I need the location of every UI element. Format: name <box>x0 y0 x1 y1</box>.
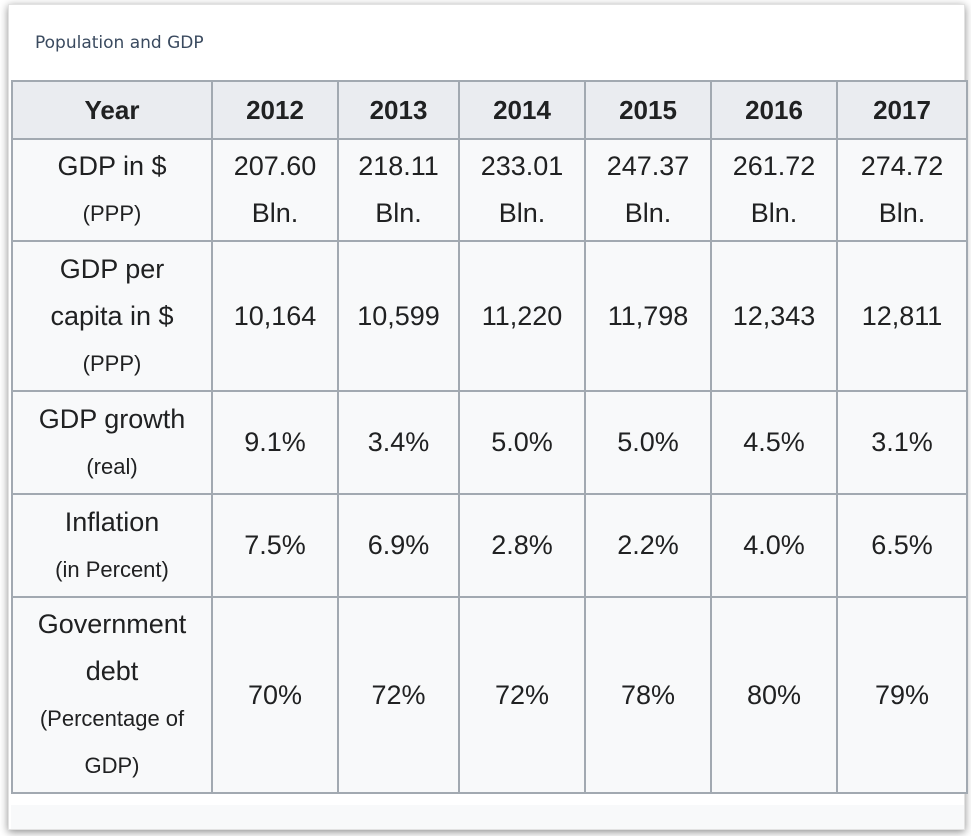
row-label: debt <box>85 656 139 686</box>
table-cell: 6.5% <box>836 493 968 598</box>
table-footer-spacer <box>11 805 964 829</box>
table-cell: 79% <box>836 596 968 794</box>
table-cell: 72% <box>458 596 586 794</box>
table-cell: 72% <box>337 596 460 794</box>
cell-value: 274.72 <box>860 151 944 181</box>
gdp-table: Year 2012 2013 2014 2015 2016 2017 GDP i… <box>11 80 968 794</box>
table-cell: 6.9% <box>337 493 460 598</box>
row-sublabel: (PPP) <box>82 201 142 226</box>
table-row: Inflation (in Percent) 7.5% 6.9% 2.8% 2.… <box>11 493 968 598</box>
cell-unit: Bln. <box>251 198 299 228</box>
row-label: GDP per <box>59 253 165 284</box>
table-cell: 3.4% <box>337 390 460 495</box>
header-cell-year: Year <box>11 80 213 140</box>
row-sublabel: (PPP) <box>82 350 142 376</box>
table-cell: 4.5% <box>710 390 838 495</box>
row-header-inflation: Inflation (in Percent) <box>11 493 213 598</box>
cell-unit: Bln. <box>624 198 672 228</box>
table-cell: 2.8% <box>458 493 586 598</box>
row-label: Government <box>37 609 187 639</box>
table-row: GDP in $ (PPP) 207.60 Bln. 218.11 Bln. 233… <box>11 138 968 242</box>
cell-value: 233.01 <box>480 151 564 181</box>
table-row: GDP per capita in $ (PPP) 10,164 10,599 … <box>11 240 968 392</box>
cell-value: 218.11 <box>358 151 439 181</box>
cell-value: 261.72 <box>732 151 816 181</box>
table-cell: 5.0% <box>458 390 586 495</box>
cell-unit: Bln. <box>498 198 546 228</box>
row-sublabel: (Percentage of <box>39 706 185 731</box>
table-cell: 11,220 <box>458 240 586 392</box>
header-cell-2017: 2017 <box>836 80 968 140</box>
table-cell: 2.2% <box>584 493 712 598</box>
header-cell-2014: 2014 <box>458 80 586 140</box>
row-label: GDP growth <box>38 403 186 434</box>
row-sublabel: (real) <box>86 453 138 479</box>
row-label: GDP in $ <box>57 151 167 181</box>
table-caption: Population and GDP <box>35 33 204 53</box>
table-cell: 274.72 Bln. <box>836 138 968 242</box>
table-cell: 80% <box>710 596 838 794</box>
row-header-gdp: GDP in $ (PPP) <box>11 138 213 242</box>
cell-value: 247.37 <box>606 151 690 181</box>
row-label: capita in $ <box>50 300 174 331</box>
header-row: Year 2012 2013 2014 2015 2016 2017 <box>11 80 968 140</box>
table-cell: 10,164 <box>211 240 339 392</box>
table-cell: 10,599 <box>337 240 460 392</box>
table-cell: 4.0% <box>710 493 838 598</box>
table-card: Population and GDP Year 2012 2013 2014 2… <box>8 4 968 830</box>
table-cell: 261.72 Bln. <box>710 138 838 242</box>
cell-unit: Bln. <box>878 198 926 228</box>
cell-value: 207.60 <box>233 151 317 181</box>
table-cell: 207.60 Bln. <box>211 138 339 242</box>
table-cell: 12,811 <box>836 240 968 392</box>
table-cell: 5.0% <box>584 390 712 495</box>
row-header-gdp-growth: GDP growth (real) <box>11 390 213 495</box>
header-cell-2013: 2013 <box>337 80 460 140</box>
row-header-gdp-per-capita: GDP per capita in $ (PPP) <box>11 240 213 392</box>
cell-unit: Bln. <box>750 198 798 228</box>
table-cell: 247.37 Bln. <box>584 138 712 242</box>
table-cell: 9.1% <box>211 390 339 495</box>
row-header-government-debt: Government debt (Percentage of GDP) <box>11 596 213 794</box>
row-label: Inflation <box>64 506 160 537</box>
row-sublabel: GDP) <box>84 753 140 778</box>
table-cell: 11,798 <box>584 240 712 392</box>
table-cell: 3.1% <box>836 390 968 495</box>
table-cell: 7.5% <box>211 493 339 598</box>
header-cell-2015: 2015 <box>584 80 712 140</box>
table-cell: 78% <box>584 596 712 794</box>
table-cell: 12,343 <box>710 240 838 392</box>
table-cell: 218.11 Bln. <box>337 138 460 242</box>
header-cell-2012: 2012 <box>211 80 339 140</box>
table-row: GDP growth (real) 9.1% 3.4% 5.0% 5.0% 4.… <box>11 390 968 495</box>
table-row: Government debt (Percentage of GDP) 70% … <box>11 596 968 794</box>
row-sublabel: (in Percent) <box>55 556 169 582</box>
header-cell-2016: 2016 <box>710 80 838 140</box>
table-cell: 233.01 Bln. <box>458 138 586 242</box>
table-cell: 70% <box>211 596 339 794</box>
cell-unit: Bln. <box>375 198 422 228</box>
